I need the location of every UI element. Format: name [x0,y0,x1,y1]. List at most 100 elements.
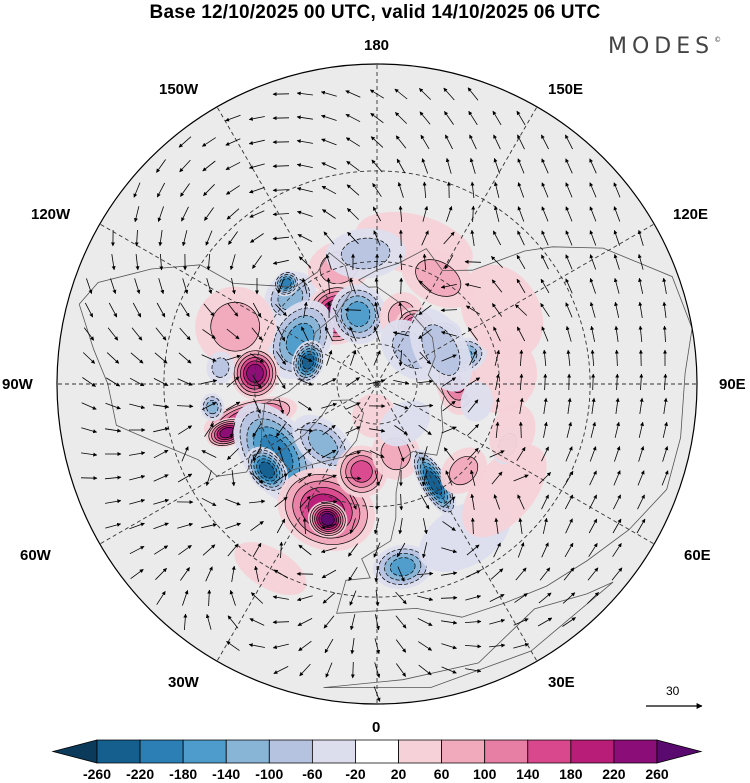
wind-arrow [324,638,334,654]
wind-arrow [541,230,549,246]
wind-arrow [298,472,312,484]
wind-arrow [326,277,331,295]
wind-arrow [517,182,525,198]
colorbar-swatch [225,739,270,764]
wind-arrow [129,451,146,456]
wind-arrow [277,446,284,462]
wind-arrow [495,421,500,439]
wind-arrow [422,205,429,222]
wind-arrow [157,206,164,222]
anomaly-cell [273,270,300,297]
wind-arrow [662,421,668,438]
wind-arrow [421,230,429,246]
wind-arrow [517,206,525,222]
wind-arrow [249,499,266,504]
wind-arrow [395,615,407,629]
wind-arrow [228,231,238,245]
anomaly-contour-band [259,461,275,479]
wind-arrow [468,110,478,126]
wind-vectors [80,87,669,702]
colorbar-swatch [182,739,227,764]
wind-arrow [423,518,428,535]
wind-arrow [252,542,262,558]
wind-arrow [615,397,620,414]
wind-arrow [177,473,193,483]
wind-arrow [516,110,526,126]
wind-arrow [417,379,434,384]
wind-arrow [565,134,573,150]
wind-arrow [442,496,456,508]
wind-arrow [129,498,146,505]
wind-arrow [227,448,239,460]
wind-arrow [225,161,241,171]
wind-arrow [371,159,383,173]
wind-arrow [471,205,476,223]
wind-arrow [416,403,434,408]
wind-arrow [252,255,262,269]
wind-arrow [470,493,475,510]
wind-arrow [180,567,190,581]
wind-arrow [470,229,475,246]
wind-arrow [298,544,312,556]
wind-arrow [565,518,573,534]
wind-arrow [254,565,259,582]
wind-arrow [587,567,599,581]
wind-arrow [565,325,572,342]
wind-arrow [181,206,189,222]
wind-arrow [662,446,669,462]
wind-arrow [229,254,236,271]
wind-arrow [493,542,501,558]
wind-arrow [345,450,362,457]
wind-arrow [613,494,621,510]
wind-arrow [346,160,360,172]
wind-arrow [225,498,241,506]
wind-arrow [279,541,284,559]
wind-arrow [226,328,240,340]
wind-arrow [201,379,218,385]
lon-label-60e: 60E [684,547,711,564]
wind-arrow [494,181,500,198]
wind-arrow [589,470,597,486]
wind-arrow [321,474,337,482]
wind-arrow [638,277,644,294]
colorbar-swatch [484,739,529,764]
wind-arrow [202,329,216,339]
wind-arrow [398,301,403,318]
wind-arrow [129,403,146,410]
colorbar-tick-label: 140 [516,766,540,782]
wind-arrow [323,615,335,629]
wind-arrow [519,397,524,414]
colorbar-swatch [527,739,572,764]
wind-arrow [346,377,360,387]
wind-arrow [204,423,214,437]
wind-arrow [513,618,529,626]
wind-arrow [350,350,357,366]
wind-arrow [248,139,265,145]
wind-arrow [565,230,573,246]
wind-arrow [517,230,525,246]
wind-arrow [516,326,526,342]
wind-arrow [613,277,620,294]
wind-arrow [541,158,549,174]
wind-arrow [638,421,644,438]
wind-arrow [441,547,458,554]
wind-arrow [420,134,430,150]
wind-arrow [105,402,121,410]
wind-arrow [349,278,356,294]
wind-arrow [566,349,571,366]
wind-arrow [440,284,457,289]
wind-arrow [322,424,336,436]
meridian [89,383,378,551]
wind-arrow [636,518,646,534]
coastline [276,399,364,472]
wind-arrow [205,566,213,582]
wind-arrow [321,402,338,409]
wind-arrow [297,234,313,242]
wind-arrow [465,594,482,601]
wind-arrow [662,277,667,294]
wind-arrow [419,88,431,100]
wind-arrow [178,544,192,556]
wind-arrow [134,206,140,223]
wind-arrow [516,278,526,294]
wind-arrow [638,446,645,462]
